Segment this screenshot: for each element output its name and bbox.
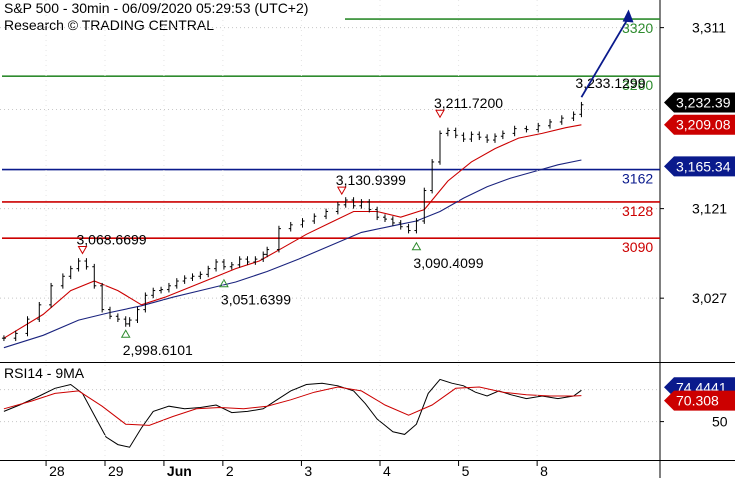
high-marker xyxy=(336,186,347,196)
x-tick-label-5: 5 xyxy=(462,463,470,479)
level-label-3162: 3162 xyxy=(622,171,653,187)
annotation-3,211.7200: 3,211.7200 xyxy=(434,95,503,111)
y-tick-label-3,311: 3,311 xyxy=(692,20,726,36)
low-marker xyxy=(219,278,229,288)
high-marker xyxy=(435,109,445,119)
ma-slow-line xyxy=(3,159,582,349)
x-tick-label-4: 4 xyxy=(383,463,391,479)
chart-subtitle: Research © TRADING CENTRAL xyxy=(4,17,214,33)
x-tick-label-Jun: Jun xyxy=(167,463,192,479)
x-tick-label-28: 28 xyxy=(49,463,65,479)
value-badge-text-3,165.34: 3,165.34 xyxy=(676,158,731,174)
projection-arrow-line xyxy=(580,17,630,98)
value-badge-3,209.08 xyxy=(664,114,735,135)
value-badge-text-3,232.39: 3,232.39 xyxy=(676,95,731,111)
rsi-ma-line xyxy=(3,386,582,426)
x-tick-label-29: 29 xyxy=(108,463,124,479)
annotation-3,130.9399: 3,130.9399 xyxy=(336,172,406,188)
level-label-3090: 3090 xyxy=(622,239,653,255)
y-tick-label-3,027: 3,027 xyxy=(692,290,727,306)
low-marker xyxy=(411,241,422,251)
rsi-title: RSI14 - 9MA xyxy=(4,365,85,381)
x-tick-label-8: 8 xyxy=(540,463,548,479)
level-label-3260: 3260 xyxy=(622,77,653,93)
low-marker xyxy=(120,329,131,338)
chart-title: S&P 500 - 30min - 06/09/2020 05:29:53 (U… xyxy=(4,0,309,16)
annotation-3,090.4099: 3,090.4099 xyxy=(413,255,483,271)
rsi-badge-text-70.308: 70.308 xyxy=(676,393,719,409)
x-tick-label-2: 2 xyxy=(226,463,234,479)
rsi-y-tick-label: 50 xyxy=(712,414,728,430)
annotation-2,998.6101: 2,998.6101 xyxy=(123,342,193,358)
level-label-3128: 3128 xyxy=(622,203,653,219)
x-tick-label-3: 3 xyxy=(304,463,312,479)
value-badge-text-3,209.08: 3,209.08 xyxy=(676,117,731,133)
value-badge-3,165.34 xyxy=(664,156,735,177)
high-marker xyxy=(77,245,88,255)
value-badge-3,232.39 xyxy=(664,92,735,113)
y-tick-label-3,121: 3,121 xyxy=(692,201,727,217)
rsi-badge-70.308 xyxy=(664,390,735,411)
level-label-3320: 3320 xyxy=(622,20,653,36)
rsi-line xyxy=(3,378,582,448)
annotation-3,051.6399: 3,051.6399 xyxy=(221,292,291,308)
projection-arrow-head xyxy=(622,9,634,23)
annotation-3,068.6699: 3,068.6699 xyxy=(77,231,147,247)
ma-fast-line xyxy=(3,124,582,339)
